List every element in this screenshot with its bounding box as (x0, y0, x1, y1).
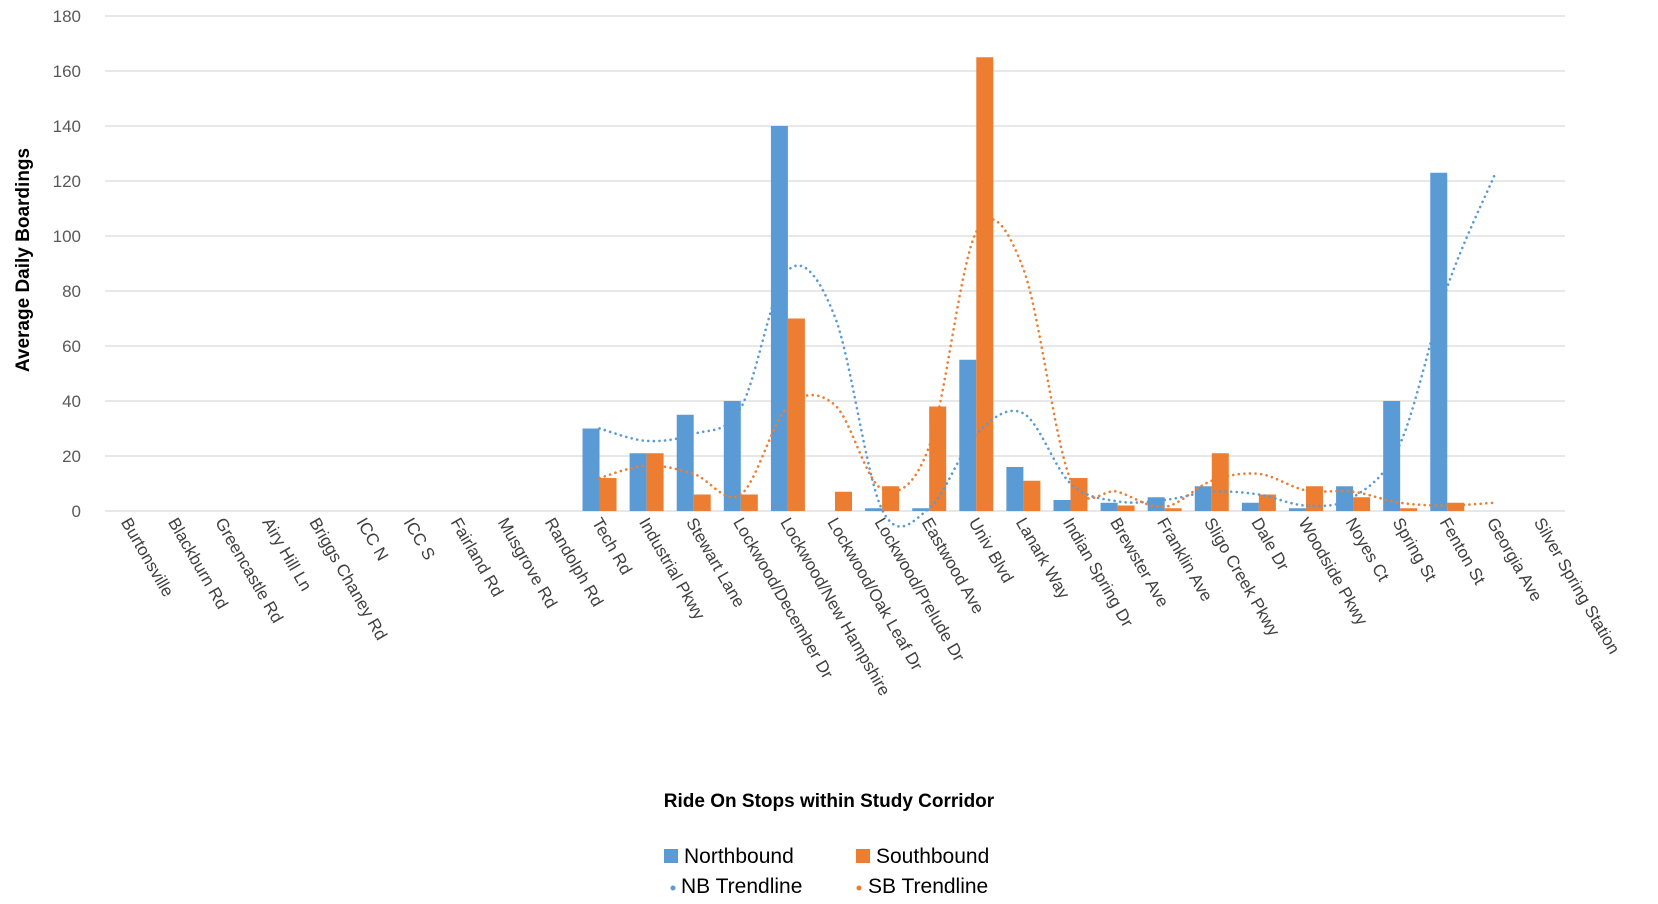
y-axis-title: Average Daily Boardings (13, 148, 34, 372)
bar-northbound-lockwood-prelude-dr (865, 508, 883, 511)
bar-southbound-lockwood-oak-leaf-dr (835, 491, 852, 511)
x-tick-label-icc-n: ICC N (353, 515, 393, 565)
bar-southbound-sligo-creek-pkwy (1211, 453, 1229, 511)
bar-northbound-stewart-lane (676, 414, 694, 511)
x-tick-label-noyes-ct: Noyes Ct (1342, 515, 1394, 585)
bar-northbound-noyes-ct (1336, 486, 1354, 511)
legend-label-nb-trendline: NB Trendline (681, 875, 802, 898)
legend-label-sb-trendline: SB Trendline (868, 875, 988, 898)
y-tick-labels: 0 20 40 60 80 100 120 140 160 180 (53, 7, 81, 521)
bar-northbound-univ-blvd (959, 359, 977, 511)
y-tick-label: 60 (62, 337, 81, 356)
bar-southbound-dale-dr (1258, 494, 1276, 511)
x-tick-label-dale-dr: Dale Dr (1247, 515, 1292, 575)
bar-northbound-fenton-st (1430, 172, 1448, 511)
bar-northbound-dale-dr (1241, 502, 1259, 511)
legend-marker-sb-trendline (856, 885, 862, 891)
y-tick-label: 40 (62, 392, 81, 411)
trendline-sb-trendline (598, 217, 1496, 509)
y-tick-label: 100 (53, 227, 81, 246)
legend: Northbound Southbound NB Trendline SB Tr… (664, 845, 989, 898)
y-tick-label: 180 (53, 7, 81, 26)
bar-northbound-lockwood-new-hampshire (770, 126, 788, 511)
bar-northbound-woodside-pkwy (1288, 508, 1306, 511)
bar-southbound-stewart-lane (693, 494, 711, 511)
bar-northbound-lockwood-december-dr (723, 401, 741, 511)
bar-southbound-noyes-ct (1353, 497, 1371, 511)
trendlines (598, 174, 1496, 528)
bar-northbound-spring-st (1383, 401, 1401, 511)
y-tick-label: 120 (53, 172, 81, 191)
gridlines (105, 15, 1565, 512)
legend-swatch-northbound (664, 849, 678, 863)
x-tick-label-tech-rd: Tech Rd (588, 515, 636, 579)
bar-northbound-eastwood-ave (912, 508, 930, 511)
bar-southbound-lockwood-december-dr (740, 494, 758, 511)
x-axis-title: Ride On Stops within Study Corridor (664, 791, 995, 812)
bar-southbound-eastwood-ave (929, 406, 947, 511)
y-tick-label: 0 (72, 502, 81, 521)
bar-southbound-spring-st (1400, 508, 1418, 511)
bar-northbound-sligo-creek-pkwy (1194, 486, 1212, 511)
x-tick-label-univ-blvd: Univ Blvd (965, 515, 1017, 587)
bar-southbound-fenton-st (1447, 502, 1465, 511)
y-tick-label: 140 (53, 117, 81, 136)
bar-northbound-brewster-ave (1100, 502, 1118, 511)
x-tick-label-icc-s: ICC S (400, 515, 439, 564)
x-tick-label-fenton-st: Fenton St (1436, 515, 1489, 589)
bar-northbound-indian-spring-dr (1053, 500, 1071, 511)
y-tick-label: 80 (62, 282, 81, 301)
y-tick-label: 20 (62, 447, 81, 466)
trendline-nb-trendline (598, 174, 1496, 528)
x-tick-label-spring-st: Spring St (1389, 515, 1441, 585)
bar-northbound-industrial-pkwy (629, 453, 647, 511)
y-tick-label: 160 (53, 62, 81, 81)
bar-southbound-brewster-ave (1117, 505, 1135, 511)
bar-southbound-woodside-pkwy (1305, 486, 1323, 511)
legend-marker-nb-trendline (670, 885, 676, 891)
legend-label-southbound: Southbound (876, 845, 989, 868)
bar-southbound-univ-blvd (976, 57, 994, 511)
bars (582, 57, 1465, 511)
legend-swatch-southbound (856, 849, 870, 863)
bar-northbound-tech-rd (582, 428, 600, 511)
bar-southbound-franklin-ave (1164, 508, 1182, 511)
bar-northbound-franklin-ave (1147, 497, 1165, 511)
bar-southbound-industrial-pkwy (646, 453, 664, 511)
bar-southbound-lockwood-prelude-dr (882, 486, 900, 511)
bar-southbound-lanark-way (1023, 480, 1041, 511)
x-tick-label-lockwood-prelude-dr: Lockwood/Prelude Dr (871, 515, 969, 666)
bar-northbound-lanark-way (1006, 467, 1024, 511)
legend-label-northbound: Northbound (684, 845, 794, 868)
x-tick-label-silver-spring-station: Silver Spring Station (1530, 515, 1623, 658)
bar-southbound-tech-rd (599, 478, 617, 511)
bar-southbound-lockwood-new-hampshire (787, 318, 805, 511)
